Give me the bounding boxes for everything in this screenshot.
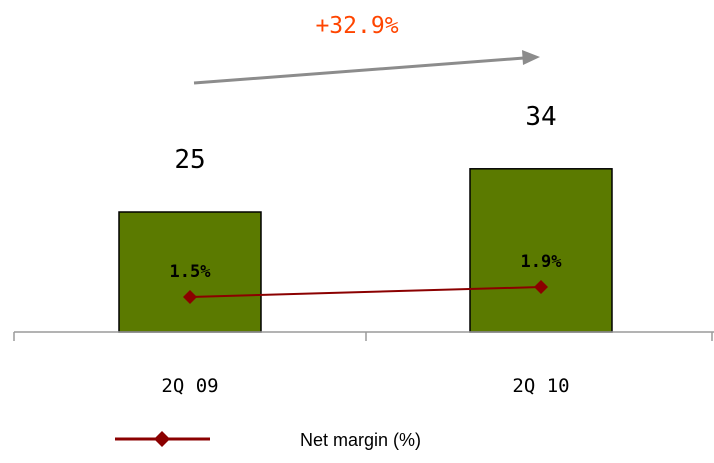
legend-label: Net margin (%) (300, 430, 421, 450)
category-label-1: 2Q 10 (512, 375, 569, 397)
bars-layer (118, 168, 613, 333)
x-axis (13, 331, 714, 341)
net-margin-label-0: 1.5% (170, 262, 212, 282)
net-margin-line-layer (183, 280, 548, 304)
growth-arrow-shaft (193, 56, 525, 85)
growth-arrow-head (522, 50, 540, 65)
bar-value-label-0: 25 (174, 145, 205, 175)
growth-annotation: +32.9% (193, 13, 540, 85)
growth-label: +32.9% (315, 13, 398, 39)
category-label-0: 2Q 09 (161, 375, 218, 397)
labels-layer: 25 2Q 09 34 2Q 10 1.5% 1.9% (161, 102, 569, 397)
net-margin-label-1: 1.9% (521, 252, 563, 272)
bar-1 (469, 168, 613, 333)
bar-0 (118, 211, 262, 333)
legend: Net margin (%) (115, 430, 421, 450)
net-margin-marker-0 (183, 290, 197, 304)
net-margin-line (189, 286, 542, 298)
net-margin-marker-1 (534, 280, 548, 294)
bar-value-label-1: 34 (525, 102, 556, 132)
legend-marker-swatch (154, 431, 170, 447)
